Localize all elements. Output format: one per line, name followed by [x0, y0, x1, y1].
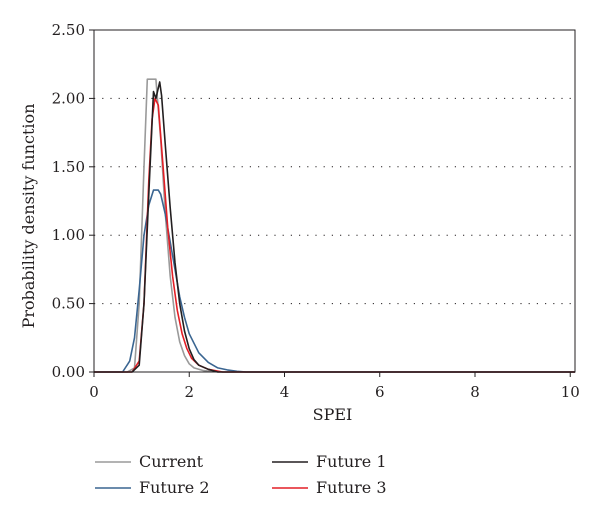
legend-item: Future 2 — [95, 478, 210, 497]
y-tick-label: 1.00 — [52, 226, 85, 244]
series-line-current — [94, 78, 575, 373]
y-axis: 0.00 0.50 1.00 1.50 2.00 2.50 — [52, 21, 94, 381]
y-tick-label: 0.50 — [52, 295, 85, 313]
series-line-future-2 — [94, 189, 575, 373]
x-axis: 0 2 4 6 8 10 — [89, 372, 580, 401]
y-axis-title: Probability density function — [19, 104, 38, 329]
series-line-future-1 — [94, 81, 575, 373]
y-tick-label: 1.50 — [52, 158, 85, 176]
x-tick-label: 10 — [561, 383, 580, 401]
y-tick-label: 2.00 — [52, 89, 85, 107]
x-tick-label: 0 — [89, 383, 99, 401]
plot-frame — [93, 29, 576, 373]
x-tick-label: 4 — [280, 383, 290, 401]
x-axis-title: SPEI — [313, 405, 353, 424]
y-tick-label: 2.50 — [52, 21, 85, 39]
legend: Current Future 1 Future 2 Future 3 — [95, 452, 387, 497]
legend-item: Future 1 — [272, 452, 387, 471]
legend-label: Current — [139, 452, 204, 471]
x-tick-label: 8 — [470, 383, 480, 401]
series-lines — [94, 78, 575, 373]
y-tick-label: 0.00 — [52, 363, 85, 381]
series-line-future-3 — [94, 97, 575, 373]
x-tick-label: 2 — [184, 383, 194, 401]
x-tick-label: 6 — [375, 383, 385, 401]
legend-label: Future 2 — [139, 478, 210, 497]
legend-item: Future 3 — [272, 478, 387, 497]
legend-label: Future 1 — [316, 452, 387, 471]
legend-label: Future 3 — [316, 478, 387, 497]
legend-item: Current — [95, 452, 204, 471]
